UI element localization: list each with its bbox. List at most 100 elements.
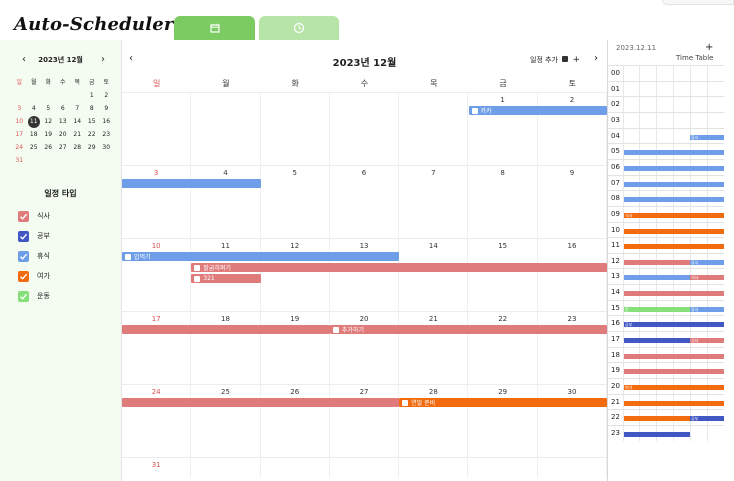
event-bar[interactable] [122, 398, 400, 407]
mini-day[interactable]: 18 [29, 131, 38, 138]
mini-day[interactable] [56, 154, 71, 167]
day-cell[interactable] [538, 458, 608, 478]
mini-day[interactable]: 8 [89, 105, 94, 112]
day-cell[interactable] [469, 458, 538, 478]
day-cell[interactable]: 8 [469, 166, 538, 239]
timetable-block[interactable] [690, 306, 724, 312]
day-cell[interactable]: 25 [191, 385, 261, 458]
mini-day[interactable]: 16 [102, 118, 111, 125]
mini-day[interactable]: 13 [58, 118, 67, 125]
timetable-block[interactable] [624, 400, 724, 406]
timetable-block[interactable] [624, 385, 724, 390]
day-cell[interactable]: 14 [399, 239, 469, 312]
mini-day[interactable]: 14 [73, 118, 82, 125]
mini-day[interactable]: 25 [29, 144, 38, 151]
event-bar[interactable] [399, 398, 608, 407]
event-bar[interactable] [122, 179, 261, 188]
event-bar[interactable] [191, 263, 608, 272]
event-type-item[interactable]: 여가 [18, 270, 50, 282]
checkbox-icon[interactable] [18, 230, 29, 242]
day-cell[interactable]: 19 [261, 312, 330, 385]
timetable-block[interactable] [624, 275, 690, 281]
mini-day[interactable]: 17 [15, 131, 24, 138]
timetable-block[interactable] [624, 228, 724, 234]
timetable-block[interactable] [690, 134, 724, 140]
timetable-row[interactable]: 03 [608, 111, 724, 129]
timetable-block[interactable] [690, 338, 724, 344]
timetable-block[interactable] [690, 259, 724, 265]
mini-day[interactable]: 31 [15, 157, 24, 164]
mini-day[interactable]: 23 [102, 131, 111, 138]
mini-day[interactable]: 2 [104, 92, 109, 99]
mini-day[interactable]: 1 [89, 92, 94, 99]
event-type-item[interactable]: 운동 [18, 290, 50, 302]
day-cell[interactable]: 30 [538, 385, 608, 458]
timetable-block[interactable] [624, 338, 690, 344]
timetable-row[interactable]: 01 [608, 80, 724, 98]
mini-day[interactable] [41, 154, 56, 167]
event-bar[interactable] [468, 106, 608, 115]
day-cell[interactable]: 9 [538, 166, 608, 239]
day-cell[interactable] [191, 93, 261, 166]
mini-day[interactable]: 19 [44, 131, 53, 138]
mini-prev-button[interactable]: ‹ [22, 54, 26, 65]
mini-day[interactable] [85, 154, 100, 167]
timetable-block[interactable] [624, 165, 724, 171]
mini-day[interactable]: 7 [75, 105, 80, 112]
mini-day[interactable]: 28 [73, 144, 82, 151]
day-cell[interactable]: 6 [330, 166, 400, 239]
day-cell[interactable]: 22 [469, 312, 538, 385]
day-cell[interactable]: 23 [538, 312, 608, 385]
timetable-block[interactable] [624, 416, 690, 422]
mini-day[interactable]: 20 [58, 131, 67, 138]
day-cell[interactable]: 24 [122, 385, 192, 458]
event-type-item[interactable]: 공부 [18, 230, 50, 242]
day-cell[interactable] [399, 458, 469, 478]
day-cell[interactable] [399, 93, 469, 166]
timetable-block[interactable] [690, 275, 724, 281]
event-type-item[interactable]: 휴식 [18, 250, 50, 262]
timetable-block[interactable] [624, 212, 724, 218]
day-cell[interactable] [122, 93, 192, 166]
day-cell[interactable] [330, 458, 400, 478]
mini-day[interactable] [70, 154, 85, 167]
day-cell[interactable]: 15 [469, 239, 538, 312]
event-bar[interactable] [122, 325, 330, 334]
day-cell[interactable] [261, 458, 330, 478]
day-cell[interactable]: 3 [122, 166, 192, 239]
next-month-button[interactable]: › [594, 53, 598, 64]
day-cell[interactable]: 10 [122, 239, 192, 312]
day-cell[interactable]: 20 [330, 312, 400, 385]
timetable-row[interactable]: 00 [608, 65, 724, 82]
day-cell[interactable]: 12 [261, 239, 330, 312]
day-cell[interactable] [261, 93, 330, 166]
timetable-block[interactable] [690, 416, 724, 422]
timetable-add-button[interactable]: + [705, 42, 714, 53]
day-cell[interactable]: 28 [399, 385, 469, 458]
day-cell[interactable]: 29 [469, 385, 538, 458]
mini-day[interactable]: 4 [31, 105, 36, 112]
day-cell[interactable]: 4 [191, 166, 261, 239]
mini-day[interactable]: 11 [27, 115, 42, 128]
timetable-block[interactable] [624, 369, 724, 375]
mini-day[interactable] [27, 154, 42, 167]
mini-day[interactable]: 5 [46, 105, 51, 112]
event-bar[interactable] [122, 252, 400, 261]
day-cell[interactable]: 2 [538, 93, 608, 166]
mini-day[interactable] [41, 89, 56, 102]
checkbox-icon[interactable] [18, 290, 29, 302]
mini-day[interactable] [70, 89, 85, 102]
timetable-block[interactable] [624, 353, 724, 359]
mini-day[interactable]: 15 [87, 118, 96, 125]
day-cell[interactable]: 5 [261, 166, 330, 239]
day-cell[interactable]: 17 [122, 312, 192, 385]
mini-day[interactable]: 27 [58, 144, 67, 151]
mini-day[interactable] [56, 89, 71, 102]
timetable-block[interactable] [624, 322, 724, 328]
mini-day[interactable] [27, 89, 42, 102]
event-bar[interactable] [191, 274, 261, 283]
day-cell[interactable] [330, 93, 400, 166]
mini-day[interactable]: 3 [17, 105, 22, 112]
timetable-block[interactable] [624, 244, 724, 250]
event-bar[interactable] [329, 325, 608, 334]
